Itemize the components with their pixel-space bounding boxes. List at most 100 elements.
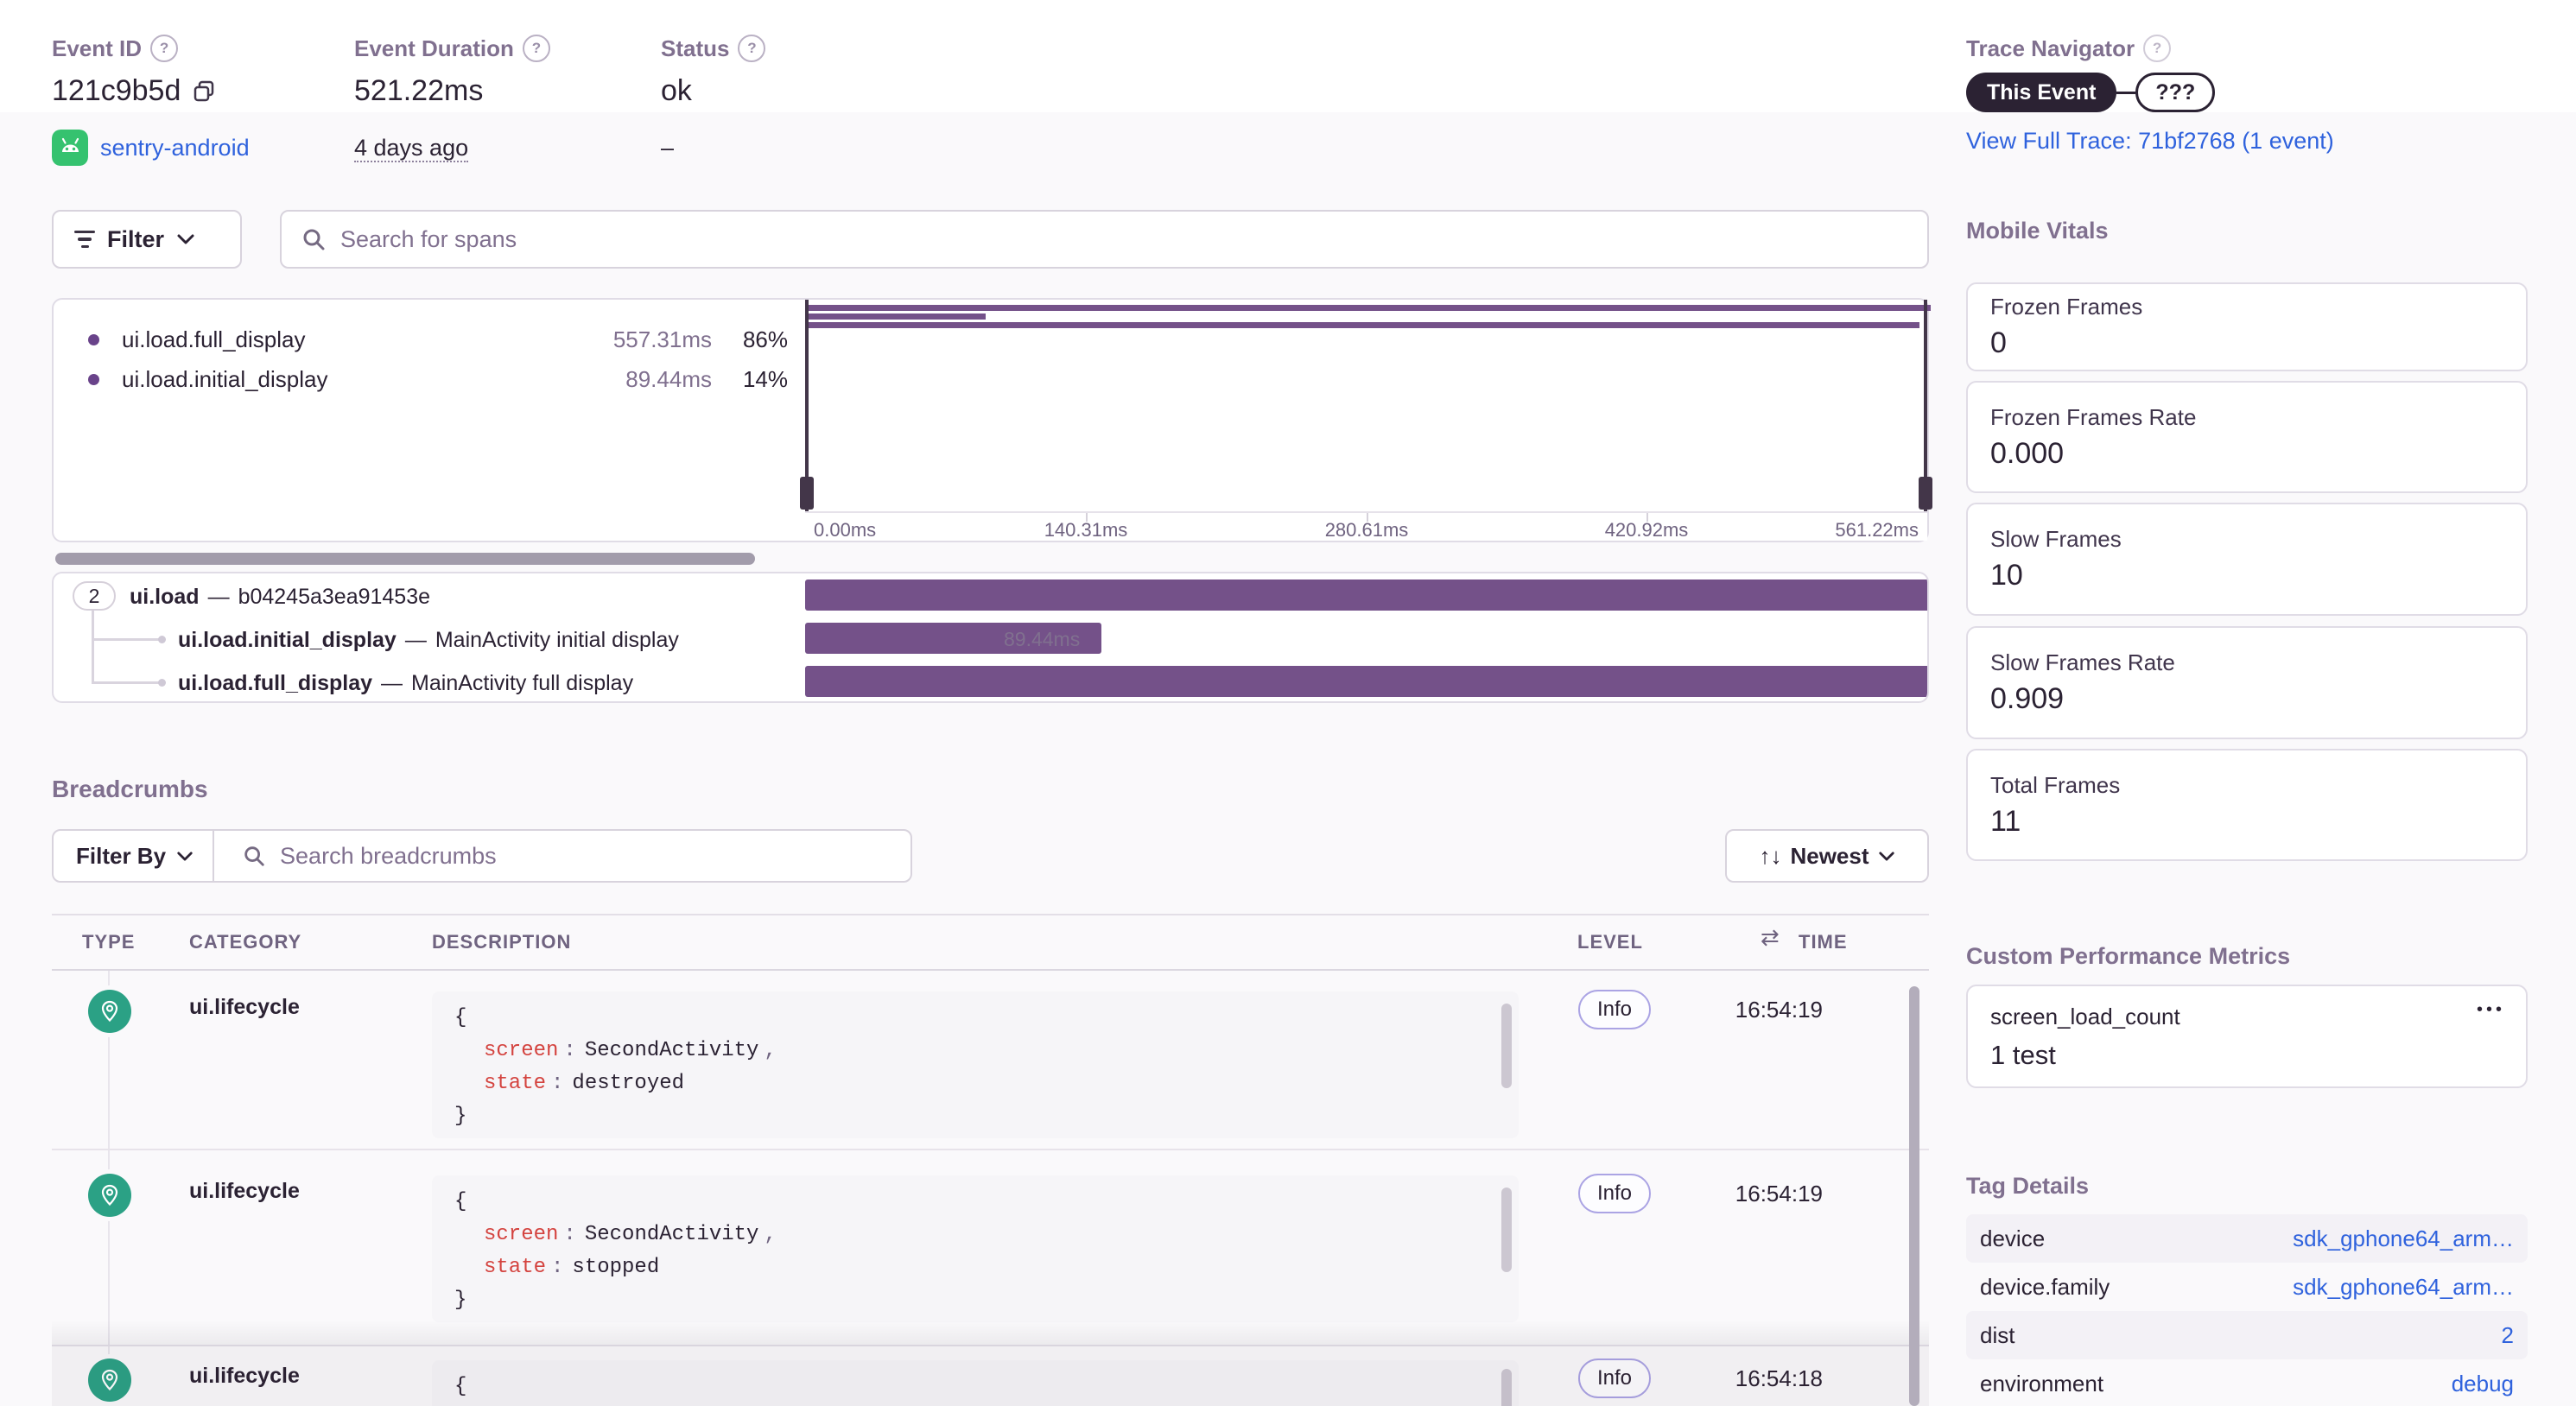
help-icon[interactable]: ? bbox=[150, 35, 179, 62]
tag-row-environment: environment debug bbox=[1966, 1359, 2528, 1406]
help-icon[interactable]: ? bbox=[738, 35, 766, 62]
minimap-left-grip[interactable] bbox=[800, 477, 814, 510]
breadcrumbs-filter-by-button[interactable]: Filter By bbox=[54, 831, 215, 881]
breadcrumb-category: ui.lifecycle bbox=[189, 1179, 300, 1203]
metric-value: 1 test bbox=[1990, 1040, 2056, 1070]
breadcrumb-data-code[interactable]: { screen: SecondActivity, state: destroyed… bbox=[432, 991, 1519, 1138]
span-children-count-badge[interactable]: 2 bbox=[73, 581, 116, 611]
ui-breadcrumb-pin-icon bbox=[88, 990, 131, 1033]
breadcrumb-row[interactable]: ui.lifecycle { Info 16:54:18 bbox=[52, 1346, 1929, 1406]
tag-key: device bbox=[1980, 1225, 2046, 1251]
filter-by-label: Filter By bbox=[76, 842, 167, 869]
tag-value-link[interactable]: sdk_gphone64_arm… bbox=[2293, 1225, 2514, 1251]
vital-label: Frozen Frames bbox=[1990, 294, 2143, 320]
sort-label: Newest bbox=[1790, 842, 1869, 869]
copy-icon[interactable] bbox=[191, 79, 217, 104]
spans-filter-button[interactable]: Filter bbox=[52, 210, 242, 269]
breadcrumb-data-code[interactable]: { screen: SecondActivity, state: stopped } bbox=[432, 1175, 1519, 1322]
search-icon bbox=[244, 846, 264, 866]
separator: — bbox=[381, 671, 403, 695]
vital-value: 0.909 bbox=[1990, 682, 2065, 715]
breadcrumbs-filter-search: Filter By bbox=[52, 829, 912, 883]
legend-duration: 557.31ms bbox=[612, 326, 712, 352]
status-label-row: Status ? bbox=[661, 35, 766, 62]
minimap-left-handle[interactable] bbox=[805, 300, 809, 511]
event-age[interactable]: 4 days ago bbox=[354, 135, 469, 162]
column-header-type: TYPE bbox=[82, 931, 136, 953]
separator: — bbox=[207, 585, 230, 609]
spans-search-input[interactable] bbox=[339, 225, 1908, 254]
span-minimap[interactable] bbox=[800, 300, 1932, 511]
span-bar[interactable] bbox=[805, 623, 1101, 654]
minimap-right-grip[interactable] bbox=[1919, 477, 1932, 510]
this-event-pill[interactable]: This Event bbox=[1966, 73, 2117, 112]
project-link[interactable]: sentry-android bbox=[100, 134, 250, 161]
help-icon[interactable]: ? bbox=[522, 35, 550, 62]
level-badge: Info bbox=[1578, 990, 1652, 1029]
span-row-label[interactable]: ui.load.full_display — MainActivity full d… bbox=[178, 671, 633, 696]
vital-card-slow-frames-rate: Slow Frames Rate 0.909 bbox=[1966, 626, 2528, 739]
axis-label: 420.92ms bbox=[1604, 519, 1689, 541]
axis-label: 140.31ms bbox=[1044, 519, 1128, 541]
tag-value-link[interactable]: sdk_gphone64_arm… bbox=[2293, 1273, 2514, 1300]
status-value: ok bbox=[661, 74, 692, 107]
breadcrumbs-search-input[interactable] bbox=[278, 841, 910, 871]
breadcrumb-row[interactable]: ui.lifecycle { screen: SecondActivity, st… bbox=[52, 1150, 1929, 1346]
ui-breadcrumb-pin-icon bbox=[88, 1358, 131, 1402]
metric-menu-button[interactable]: ••• bbox=[2476, 1000, 2505, 1019]
vital-value: 10 bbox=[1990, 559, 2023, 592]
code-scrollbar[interactable] bbox=[1501, 1369, 1512, 1406]
axis-tick bbox=[1646, 513, 1648, 522]
filter-icon bbox=[74, 230, 95, 249]
column-header-time[interactable]: TIME bbox=[1799, 931, 1848, 953]
tag-row-dist: dist 2 bbox=[1966, 1311, 2528, 1359]
view-full-trace-link[interactable]: View Full Trace: 71bf2768 (1 event) bbox=[1966, 128, 2334, 154]
project-row: sentry-android bbox=[52, 130, 250, 166]
tag-value-link[interactable]: debug bbox=[2451, 1370, 2514, 1396]
span-op: ui.load.full_display bbox=[178, 671, 373, 695]
minimap-bar bbox=[809, 314, 987, 320]
minimap-bar bbox=[809, 322, 1919, 328]
span-row-label[interactable]: ui.load.initial_display — MainActivity ini… bbox=[178, 628, 679, 653]
vital-card-frozen-frames-rate: Frozen Frames Rate 0.000 bbox=[1966, 381, 2528, 493]
scroll-shadow bbox=[52, 1320, 1929, 1346]
breadcrumb-time: 16:54:19 bbox=[1735, 1181, 1823, 1206]
span-bar[interactable]: 557.31ms bbox=[805, 666, 1927, 697]
event-id-value: 121c9b5d bbox=[52, 74, 181, 107]
table-header-border bbox=[52, 969, 1929, 971]
legend-row-initial-display[interactable]: ui.load.initial_display 89.44ms 14% bbox=[88, 365, 788, 393]
code-scrollbar[interactable] bbox=[1501, 1004, 1512, 1088]
swap-sort-icon[interactable]: ⇄ bbox=[1761, 924, 1780, 950]
code-scrollbar[interactable] bbox=[1501, 1188, 1512, 1272]
next-event-pill[interactable]: ??? bbox=[2135, 73, 2216, 112]
trace-navigator-title-row: Trace Navigator ? bbox=[1966, 35, 2172, 62]
span-bar[interactable]: 561.22ms bbox=[805, 580, 1927, 611]
level-badge: Info bbox=[1578, 1358, 1652, 1398]
minimap-right-handle[interactable] bbox=[1924, 300, 1927, 511]
status-label: Status bbox=[661, 35, 730, 61]
axis-label: 561.22ms bbox=[1835, 519, 1919, 541]
table-vertical-scrollbar[interactable] bbox=[1909, 986, 1919, 1406]
help-icon[interactable]: ? bbox=[2143, 35, 2172, 62]
tag-key: device.family bbox=[1980, 1273, 2110, 1300]
tag-value-link[interactable]: 2 bbox=[2501, 1321, 2514, 1348]
ui-breadcrumb-pin-icon bbox=[88, 1174, 131, 1217]
tag-details-title: Tag Details bbox=[1966, 1173, 2090, 1199]
axis-label: 0.00ms bbox=[814, 519, 877, 541]
span-row-label[interactable]: ui.load — b04245a3ea91453e bbox=[130, 585, 430, 610]
tag-key: environment bbox=[1980, 1370, 2104, 1396]
breadcrumb-data-code[interactable]: { bbox=[432, 1360, 1519, 1406]
span-description: b04245a3ea91453e bbox=[238, 585, 431, 609]
chevron-down-icon bbox=[177, 234, 194, 244]
breadcrumbs-sort-button[interactable]: ↑↓ Newest bbox=[1725, 829, 1929, 883]
horizontal-scrollbar[interactable] bbox=[55, 553, 755, 565]
legend-dot bbox=[88, 333, 99, 345]
legend-row-full-display[interactable]: ui.load.full_display 557.31ms 86% bbox=[88, 326, 788, 353]
axis-tick bbox=[1086, 513, 1088, 522]
breadcrumb-row[interactable]: ui.lifecycle { screen: SecondActivity, st… bbox=[52, 971, 1929, 1150]
tag-row-device: device sdk_gphone64_arm… bbox=[1966, 1214, 2528, 1263]
tag-key: dist bbox=[1980, 1321, 2015, 1348]
duration-label-row: Event Duration ? bbox=[354, 35, 550, 62]
breadcrumbs-title: Breadcrumbs bbox=[52, 776, 208, 802]
